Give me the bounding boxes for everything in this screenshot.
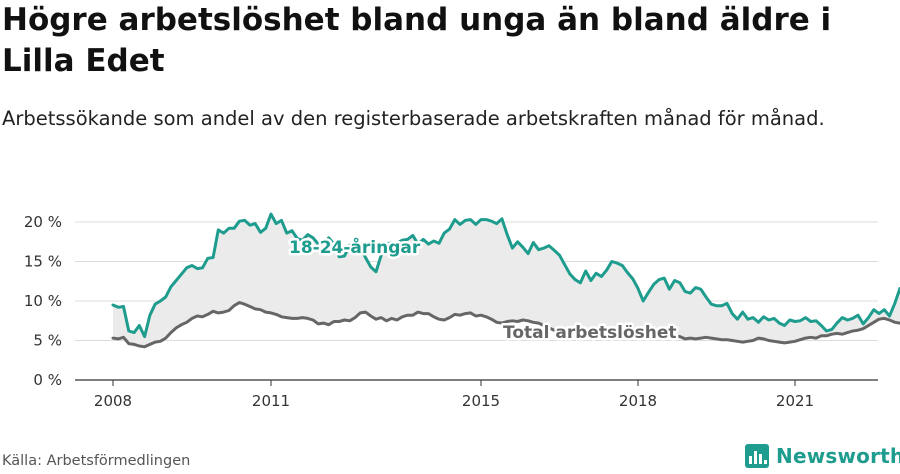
series-label-18-24: 18-24-åringar (289, 236, 421, 258)
difference-band (113, 214, 900, 347)
y-tick-label: 0 % (33, 371, 62, 389)
series-line-total (111, 301, 900, 349)
y-tick-label: 10 % (24, 292, 62, 310)
chart-title: Högre arbetslöshet bland unga än bland ä… (2, 2, 832, 79)
series-line-18-24 (111, 212, 900, 339)
x-tick-label: 2018 (619, 392, 657, 410)
y-tick-label: 5 % (33, 332, 62, 350)
y-tick-label: 20 % (24, 213, 62, 231)
chart-subtitle: Arbetssökande som andel av den registerb… (2, 107, 825, 130)
line-chart: 0 % 5 % 10 % 15 % 20 % 2008 2011 2015 2018 2021 18… (24, 212, 900, 410)
newsworthy-logo[interactable]: Newsworthy (745, 441, 900, 471)
x-tick-label: 2008 (94, 392, 132, 410)
y-tick-label: 15 % (24, 253, 62, 271)
series-label-total: Total arbetslöshet (503, 323, 677, 343)
x-tick-label: 2021 (776, 392, 814, 410)
x-tick-label: 2015 (462, 392, 500, 410)
source-note: Källa: Arbetsförmedlingen (2, 453, 191, 469)
brand-name: Newsworthy (776, 444, 900, 468)
x-tick-label: 2011 (252, 392, 290, 410)
bar-chart-icon (745, 444, 769, 468)
